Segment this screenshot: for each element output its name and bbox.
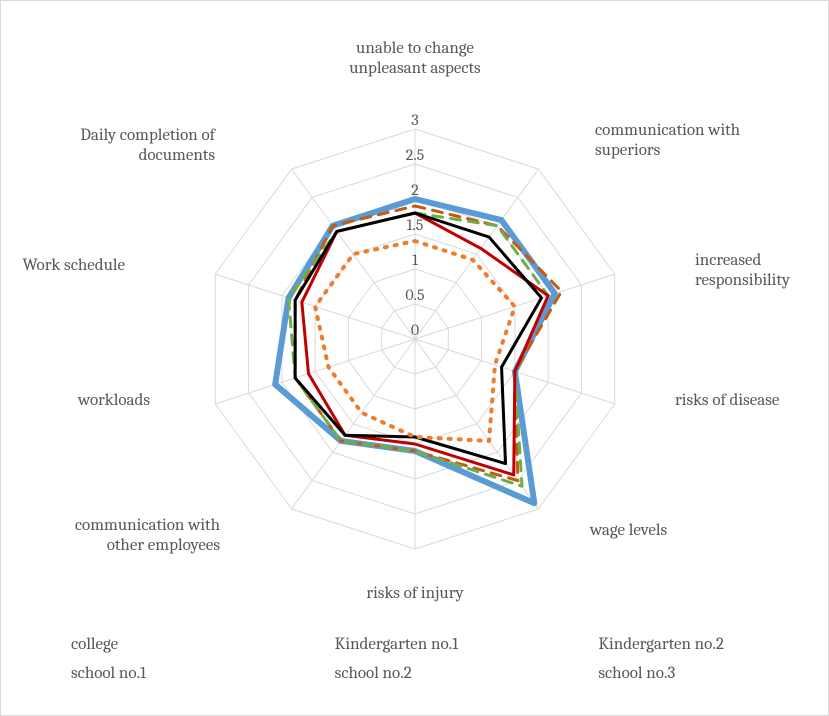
- svg-text:2.5: 2.5: [406, 146, 425, 164]
- legend-item: Kindergarten no.1: [287, 635, 543, 654]
- legend-label: school no.3: [598, 664, 675, 683]
- legend-label: college: [71, 635, 118, 654]
- legend: college Kindergarten no.1 Kindergarten no.…: [23, 635, 806, 683]
- svg-text:1: 1: [412, 251, 418, 269]
- legend-label: school no.2: [335, 664, 412, 683]
- legend-item: school no.2: [287, 664, 543, 683]
- radar-svg: 00.511.522.53: [15, 9, 815, 629]
- legend-item: Kindergarten no.2: [550, 635, 806, 654]
- radar-chart: 00.511.522.53 unable to change unpleasan…: [15, 9, 814, 629]
- svg-text:0.5: 0.5: [405, 286, 425, 304]
- svg-text:3: 3: [411, 111, 418, 129]
- svg-text:1.5: 1.5: [407, 216, 424, 234]
- legend-item: school no.1: [23, 664, 279, 683]
- legend-label: Kindergarten no.1: [335, 635, 459, 654]
- legend-item: school no.3: [550, 664, 806, 683]
- legend-label: school no.1: [71, 664, 146, 683]
- legend-label: Kindergarten no.2: [598, 635, 724, 654]
- legend-item: college: [23, 635, 279, 654]
- svg-text:0: 0: [411, 321, 419, 339]
- chart-card: 00.511.522.53 unable to change unpleasan…: [0, 0, 829, 716]
